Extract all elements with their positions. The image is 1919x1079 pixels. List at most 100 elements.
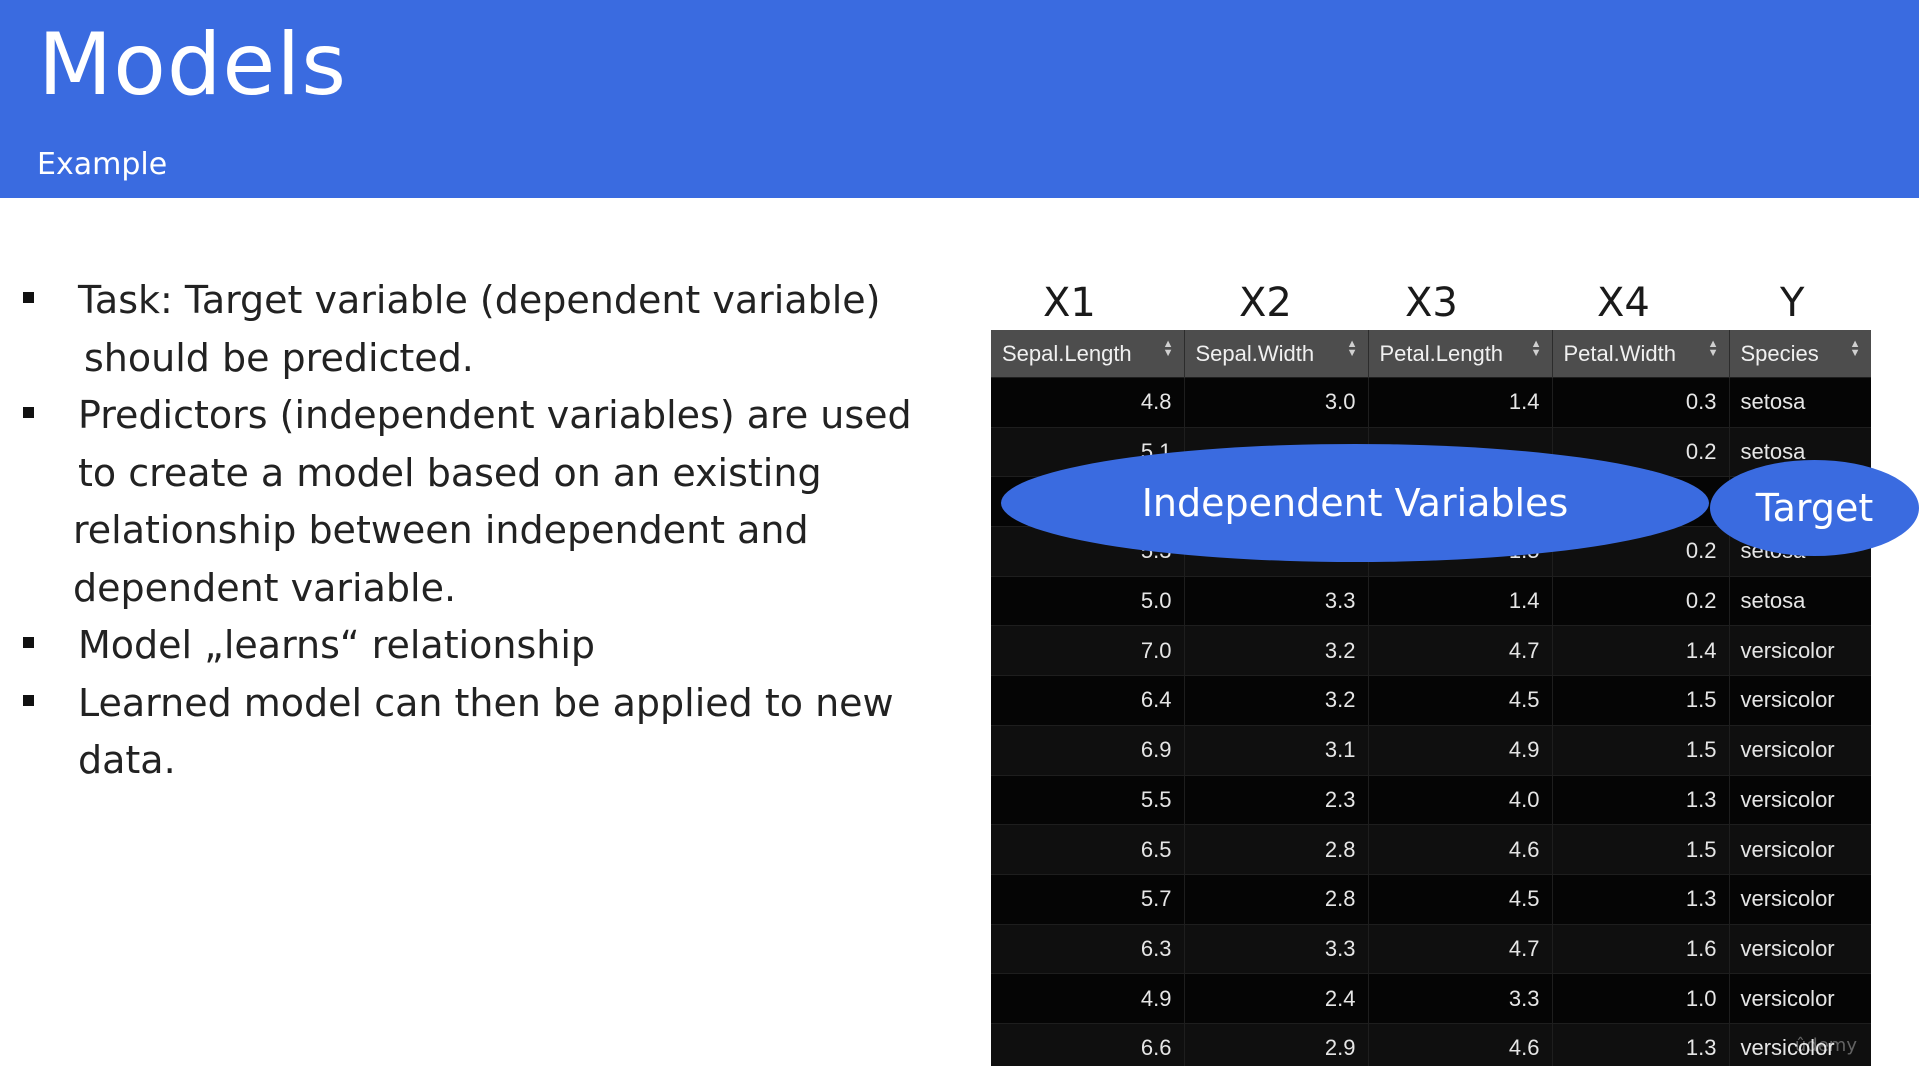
table-cell: 3.1 bbox=[1184, 724, 1369, 775]
square-bullet-icon bbox=[23, 407, 34, 418]
bullet-item: Predictors (independent variables) are u… bbox=[20, 387, 940, 617]
independent-variables-callout: Independent Variables bbox=[1001, 444, 1709, 562]
slide-title: Models bbox=[38, 15, 348, 115]
table-cell: 3.3 bbox=[1184, 923, 1369, 974]
table-cell: 3.3 bbox=[1184, 575, 1369, 626]
bullet-line: data. bbox=[78, 738, 176, 782]
sort-updown-icon[interactable]: ▲ ▼ bbox=[1530, 338, 1542, 359]
column-header-sepal-width[interactable]: Sepal.Width ▲ ▼ bbox=[1184, 330, 1369, 378]
bullet-item: Task: Target variable (dependent variabl… bbox=[20, 272, 940, 387]
table-cell: 1.0 bbox=[1552, 973, 1730, 1024]
table-cell: 5.0 bbox=[991, 575, 1185, 626]
sort-updown-icon[interactable]: ▲ ▼ bbox=[1162, 338, 1174, 359]
iris-data-table: Sepal.Length ▲ ▼ Sepal.Width ▲ ▼ Petal.Lengt… bbox=[991, 330, 1871, 1066]
table-cell: 1.6 bbox=[1552, 923, 1730, 974]
bullet-line: Learned model can then be applied to new bbox=[78, 680, 894, 725]
table-cell: 4.6 bbox=[1368, 1022, 1553, 1066]
column-header-petal-width[interactable]: Petal.Width ▲ ▼ bbox=[1552, 330, 1730, 378]
table-cell: 2.8 bbox=[1184, 873, 1369, 925]
bullet-line: relationship between independent and bbox=[73, 508, 809, 552]
variable-label-x2: X2 bbox=[1239, 280, 1292, 326]
column-header-species[interactable]: Species ▲ ▼ bbox=[1729, 330, 1871, 378]
table-cell: 6.5 bbox=[991, 824, 1185, 875]
table-cell: setosa bbox=[1729, 377, 1871, 428]
table-cell: 1.3 bbox=[1552, 774, 1730, 825]
table-row: 4.9 2.4 3.3 1.0 versicolor bbox=[991, 973, 1871, 1024]
table-cell: 2.8 bbox=[1184, 824, 1369, 875]
table-cell: 4.7 bbox=[1368, 625, 1553, 676]
table-row: 5.7 2.8 4.5 1.3 versicolor bbox=[991, 873, 1871, 925]
table-cell: 4.5 bbox=[1368, 675, 1553, 726]
table-cell: versicolor bbox=[1729, 824, 1871, 875]
independent-variables-label: Independent Variables bbox=[1141, 481, 1569, 525]
table-cell: 1.4 bbox=[1368, 575, 1553, 626]
table-cell: 6.6 bbox=[991, 1022, 1185, 1066]
variable-labels: X1 X2 X3 X4 Y bbox=[991, 276, 1871, 330]
square-bullet-icon bbox=[23, 292, 34, 303]
table-cell: 4.9 bbox=[991, 973, 1185, 1024]
table-cell: versicolor bbox=[1729, 1022, 1871, 1066]
table-cell: 2.9 bbox=[1184, 1022, 1369, 1066]
table-row: 6.9 3.1 4.9 1.5 versicolor bbox=[991, 724, 1871, 775]
table-cell: 4.6 bbox=[1368, 824, 1553, 875]
sort-updown-icon[interactable]: ▲ ▼ bbox=[1707, 338, 1719, 359]
square-bullet-icon bbox=[23, 694, 34, 706]
variable-label-x1: X1 bbox=[1043, 280, 1096, 326]
table-cell: 4.0 bbox=[1368, 774, 1553, 825]
table-cell: 1.4 bbox=[1368, 377, 1553, 428]
table-row: 6.6 2.9 4.6 1.3 versicolor bbox=[991, 1022, 1871, 1066]
table-header-row: Sepal.Length ▲ ▼ Sepal.Width ▲ ▼ Petal.Lengt… bbox=[991, 330, 1871, 378]
table-cell: 1.5 bbox=[1552, 724, 1730, 775]
table-cell: versicolor bbox=[1729, 625, 1871, 676]
table-cell: versicolor bbox=[1729, 774, 1871, 825]
table-cell: 4.8 bbox=[991, 377, 1185, 428]
table-row: 6.5 2.8 4.6 1.5 versicolor bbox=[991, 824, 1871, 875]
table-cell: versicolor bbox=[1729, 923, 1871, 974]
table-row: 5.5 2.3 4.0 1.3 versicolor bbox=[991, 774, 1871, 825]
table-cell: 6.4 bbox=[991, 675, 1185, 726]
bullet-line: to create a model based on an existing bbox=[78, 450, 822, 495]
sort-updown-icon[interactable]: ▲ ▼ bbox=[1346, 338, 1358, 359]
bullet-item: Learned model can then be applied to new… bbox=[20, 675, 940, 790]
table-cell: 4.9 bbox=[1368, 724, 1553, 775]
target-callout: Target bbox=[1710, 460, 1919, 556]
variable-label-x4: X4 bbox=[1597, 280, 1650, 326]
variable-label-x3: X3 bbox=[1405, 280, 1458, 326]
table-cell: setosa bbox=[1729, 575, 1871, 626]
table-row: 7.0 3.2 4.7 1.4 versicolor bbox=[991, 625, 1871, 676]
bullet-line: should be predicted. bbox=[84, 335, 474, 380]
table-cell: 3.3 bbox=[1368, 973, 1553, 1024]
watermark-logo: ûdemy bbox=[1794, 1035, 1857, 1056]
data-table-panel: Sepal.Length ▲ ▼ Sepal.Width ▲ ▼ Petal.Lengt… bbox=[991, 330, 1871, 1066]
table-cell: 4.5 bbox=[1368, 873, 1553, 925]
bullet-list: Task: Target variable (dependent variabl… bbox=[20, 272, 940, 790]
square-bullet-icon bbox=[23, 637, 34, 648]
column-header-petal-length[interactable]: Petal.Length ▲ ▼ bbox=[1368, 330, 1553, 378]
table-cell: 6.3 bbox=[991, 923, 1185, 974]
variable-label-y: Y bbox=[1780, 280, 1805, 326]
table-cell: 1.4 bbox=[1552, 625, 1730, 676]
bullet-item: Model „learns“ relationship bbox=[20, 617, 940, 675]
table-cell: 6.9 bbox=[991, 724, 1185, 775]
table-cell: 0.2 bbox=[1552, 575, 1730, 626]
table-cell: 2.4 bbox=[1184, 973, 1369, 1024]
slide-header: Models Example bbox=[0, 0, 1919, 198]
bullet-line: Model „learns“ relationship bbox=[78, 623, 596, 667]
bullet-line: Task: Target variable (dependent variabl… bbox=[78, 278, 881, 322]
table-cell: versicolor bbox=[1729, 973, 1871, 1024]
table-row: 6.3 3.3 4.7 1.6 versicolor bbox=[991, 923, 1871, 974]
table-row: 6.4 3.2 4.5 1.5 versicolor bbox=[991, 675, 1871, 726]
table-cell: versicolor bbox=[1729, 873, 1871, 925]
table-cell: versicolor bbox=[1729, 675, 1871, 726]
table-cell: 2.3 bbox=[1184, 774, 1369, 825]
table-cell: 1.3 bbox=[1552, 1022, 1730, 1066]
table-row: 5.0 3.3 1.4 0.2 setosa bbox=[991, 575, 1871, 626]
table-cell: 0.3 bbox=[1552, 377, 1730, 428]
table-cell: 1.5 bbox=[1552, 675, 1730, 726]
sort-updown-icon[interactable]: ▲ ▼ bbox=[1849, 338, 1861, 359]
table-row: 4.8 3.0 1.4 0.3 setosa bbox=[991, 377, 1871, 428]
column-header-sepal-length[interactable]: Sepal.Length ▲ ▼ bbox=[991, 330, 1185, 378]
table-cell: 3.0 bbox=[1184, 377, 1369, 428]
table-cell: 1.5 bbox=[1552, 824, 1730, 875]
target-label: Target bbox=[1755, 486, 1874, 530]
